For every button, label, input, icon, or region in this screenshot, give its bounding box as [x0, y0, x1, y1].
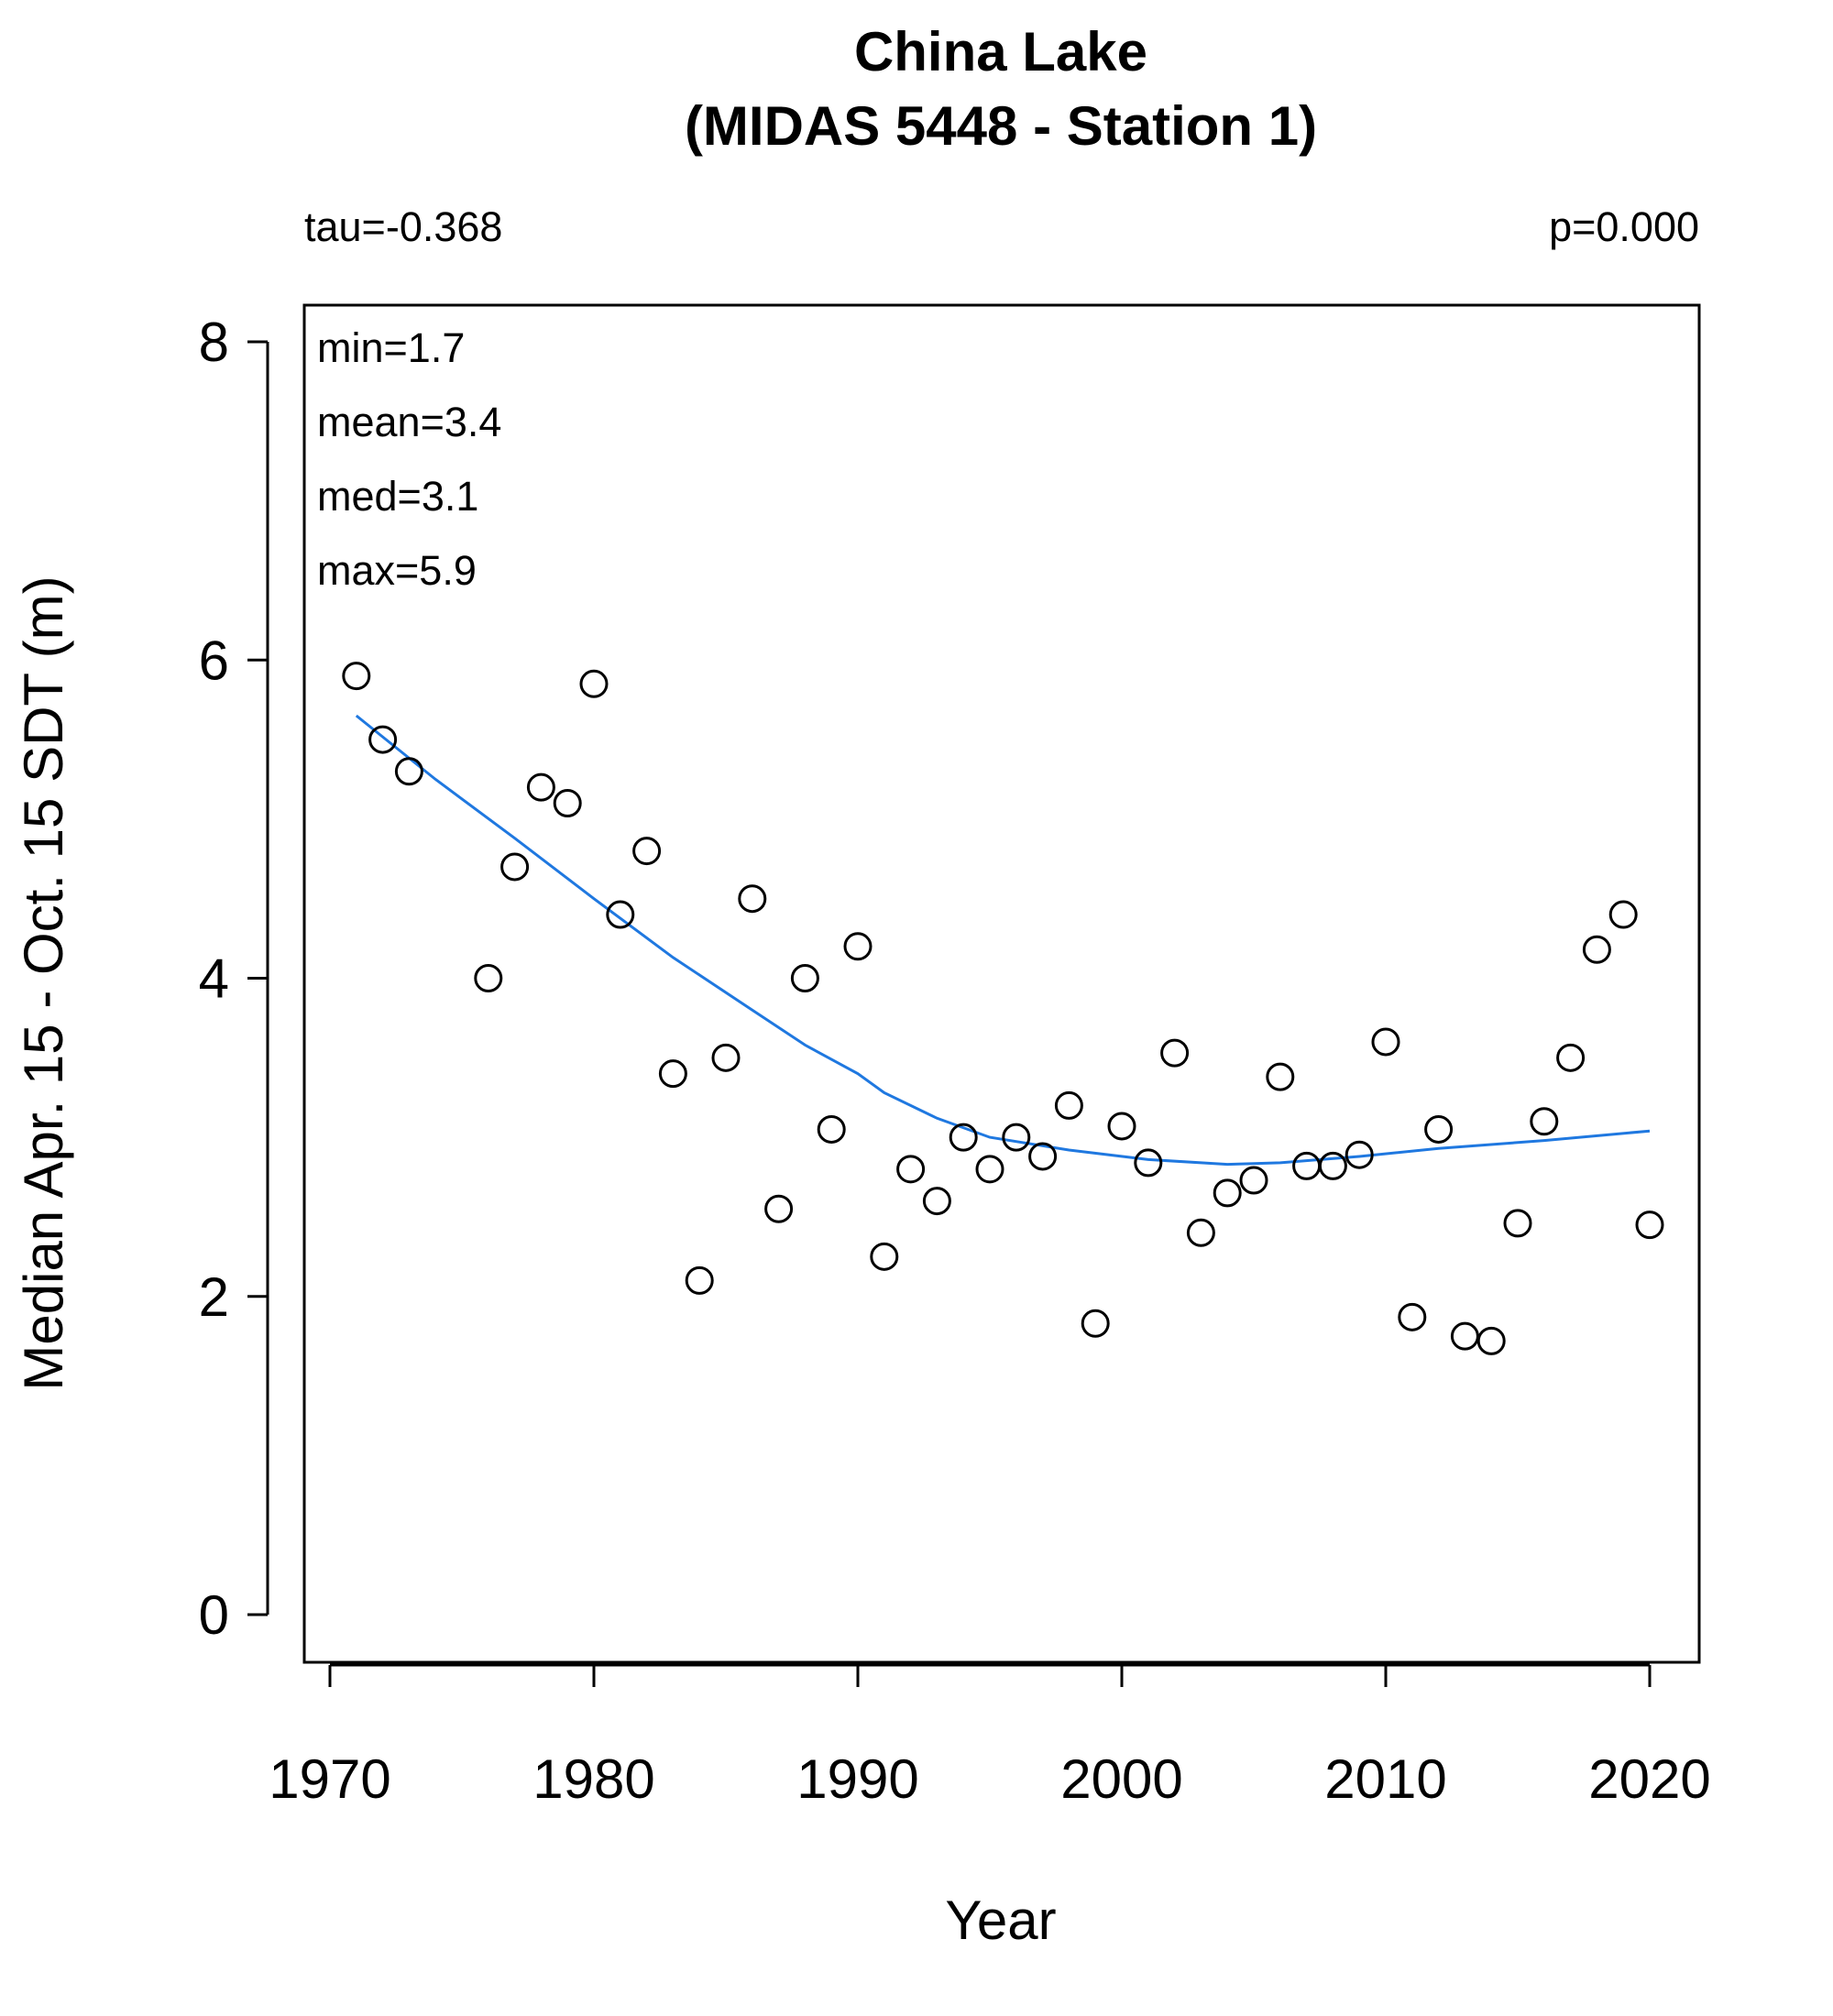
data-point [1398, 1302, 1427, 1331]
data-point [1503, 1209, 1532, 1238]
data-point [1530, 1107, 1559, 1136]
data-point [738, 884, 767, 914]
data-point [1186, 1218, 1215, 1247]
data-point [1028, 1142, 1058, 1171]
data-point [1134, 1148, 1163, 1178]
data-point [1239, 1166, 1268, 1195]
y-axis: 0 2 4 6 8 [199, 312, 269, 1646]
data-point [1424, 1114, 1454, 1144]
data-point [1371, 1027, 1400, 1057]
data-point [1292, 1151, 1322, 1180]
x-tick-label: 2000 [1060, 1748, 1182, 1810]
data-point [711, 1043, 741, 1072]
data-point [1476, 1326, 1506, 1355]
data-point [1345, 1140, 1374, 1169]
data-point [949, 1123, 978, 1152]
data-point [896, 1155, 926, 1184]
data-point [843, 932, 873, 961]
data-points [342, 662, 1664, 1355]
x-axis: 1970 1980 1990 2000 2010 2020 [269, 1663, 1711, 1810]
data-point [1213, 1178, 1242, 1208]
y-tick-label: 6 [199, 630, 229, 691]
med-annotation: med=3.1 [317, 473, 478, 520]
y-tick-label: 2 [199, 1266, 229, 1328]
p-annotation: p=0.000 [1549, 203, 1699, 250]
data-point [975, 1155, 1004, 1184]
trend-line [355, 714, 1651, 1167]
x-tick-label: 1980 [532, 1748, 654, 1810]
y-tick-label: 4 [199, 948, 229, 1010]
data-point [1054, 1090, 1083, 1120]
data-point [394, 757, 423, 786]
y-tick-label: 8 [199, 312, 229, 373]
data-point [1160, 1038, 1190, 1068]
data-point [1450, 1321, 1479, 1351]
trend-line-group [355, 714, 1651, 1167]
x-tick-label: 1990 [796, 1748, 918, 1810]
data-point [606, 900, 635, 929]
x-tick-label: 2020 [1588, 1748, 1710, 1810]
data-point [1107, 1112, 1136, 1141]
data-point [526, 772, 555, 802]
data-point [1582, 935, 1611, 964]
y-axis-label: Median Apr. 15 - Oct. 15 SDT (m) [13, 575, 74, 1390]
data-point [1081, 1309, 1110, 1338]
data-point [922, 1187, 951, 1216]
data-point [1318, 1151, 1347, 1180]
data-point [1266, 1062, 1295, 1091]
data-point [632, 837, 662, 866]
mean-annotation: mean=3.4 [317, 399, 501, 445]
data-point [658, 1059, 687, 1089]
max-annotation: max=5.9 [317, 547, 477, 594]
data-point [870, 1242, 899, 1271]
data-point [342, 662, 371, 691]
min-annotation: min=1.7 [317, 324, 465, 371]
chart-subtitle: (MIDAS 5448 - Station 1) [685, 95, 1317, 157]
data-point [764, 1194, 794, 1223]
x-tick-label: 1970 [269, 1748, 390, 1810]
data-point [1635, 1211, 1664, 1240]
x-axis-label: Year [945, 1890, 1056, 1951]
y-tick-label: 0 [199, 1584, 229, 1646]
data-point [579, 669, 609, 698]
data-point [1002, 1123, 1031, 1152]
data-point [553, 789, 582, 818]
data-point [368, 725, 398, 754]
plot-frame [302, 303, 1701, 1664]
data-point [500, 852, 530, 882]
data-point [685, 1265, 714, 1295]
x-tick-label: 2010 [1324, 1748, 1446, 1810]
chart-title: China Lake [854, 21, 1147, 82]
data-point [1608, 900, 1638, 929]
data-point [817, 1114, 846, 1144]
tau-annotation: tau=-0.368 [304, 203, 502, 250]
data-point [1556, 1043, 1586, 1072]
data-point [790, 964, 819, 992]
data-point [474, 964, 503, 992]
